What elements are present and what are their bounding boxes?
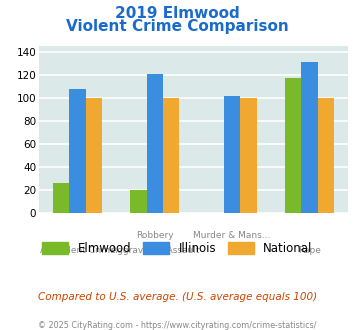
Bar bbox=[147, 74, 163, 213]
Text: Robbery: Robbery bbox=[136, 231, 174, 240]
Bar bbox=[86, 98, 102, 213]
Text: Aggravated Assault: Aggravated Assault bbox=[110, 246, 199, 255]
Bar bbox=[69, 89, 86, 213]
Text: 2019 Elmwood: 2019 Elmwood bbox=[115, 6, 240, 21]
Text: Rape: Rape bbox=[298, 246, 321, 255]
Bar bbox=[130, 190, 147, 213]
Text: Compared to U.S. average. (U.S. average equals 100): Compared to U.S. average. (U.S. average … bbox=[38, 292, 317, 302]
Bar bbox=[240, 98, 257, 213]
Bar bbox=[224, 96, 240, 213]
Text: Violent Crime Comparison: Violent Crime Comparison bbox=[66, 19, 289, 34]
Bar bbox=[285, 79, 301, 213]
Bar bbox=[53, 183, 69, 213]
Text: © 2025 CityRating.com - https://www.cityrating.com/crime-statistics/: © 2025 CityRating.com - https://www.city… bbox=[38, 321, 317, 330]
Bar bbox=[318, 98, 334, 213]
Bar bbox=[163, 98, 179, 213]
Legend: Elmwood, Illinois, National: Elmwood, Illinois, National bbox=[38, 237, 317, 260]
Bar bbox=[301, 62, 318, 213]
Text: Murder & Mans...: Murder & Mans... bbox=[193, 231, 271, 240]
Text: All Violent Crime: All Violent Crime bbox=[40, 246, 115, 255]
